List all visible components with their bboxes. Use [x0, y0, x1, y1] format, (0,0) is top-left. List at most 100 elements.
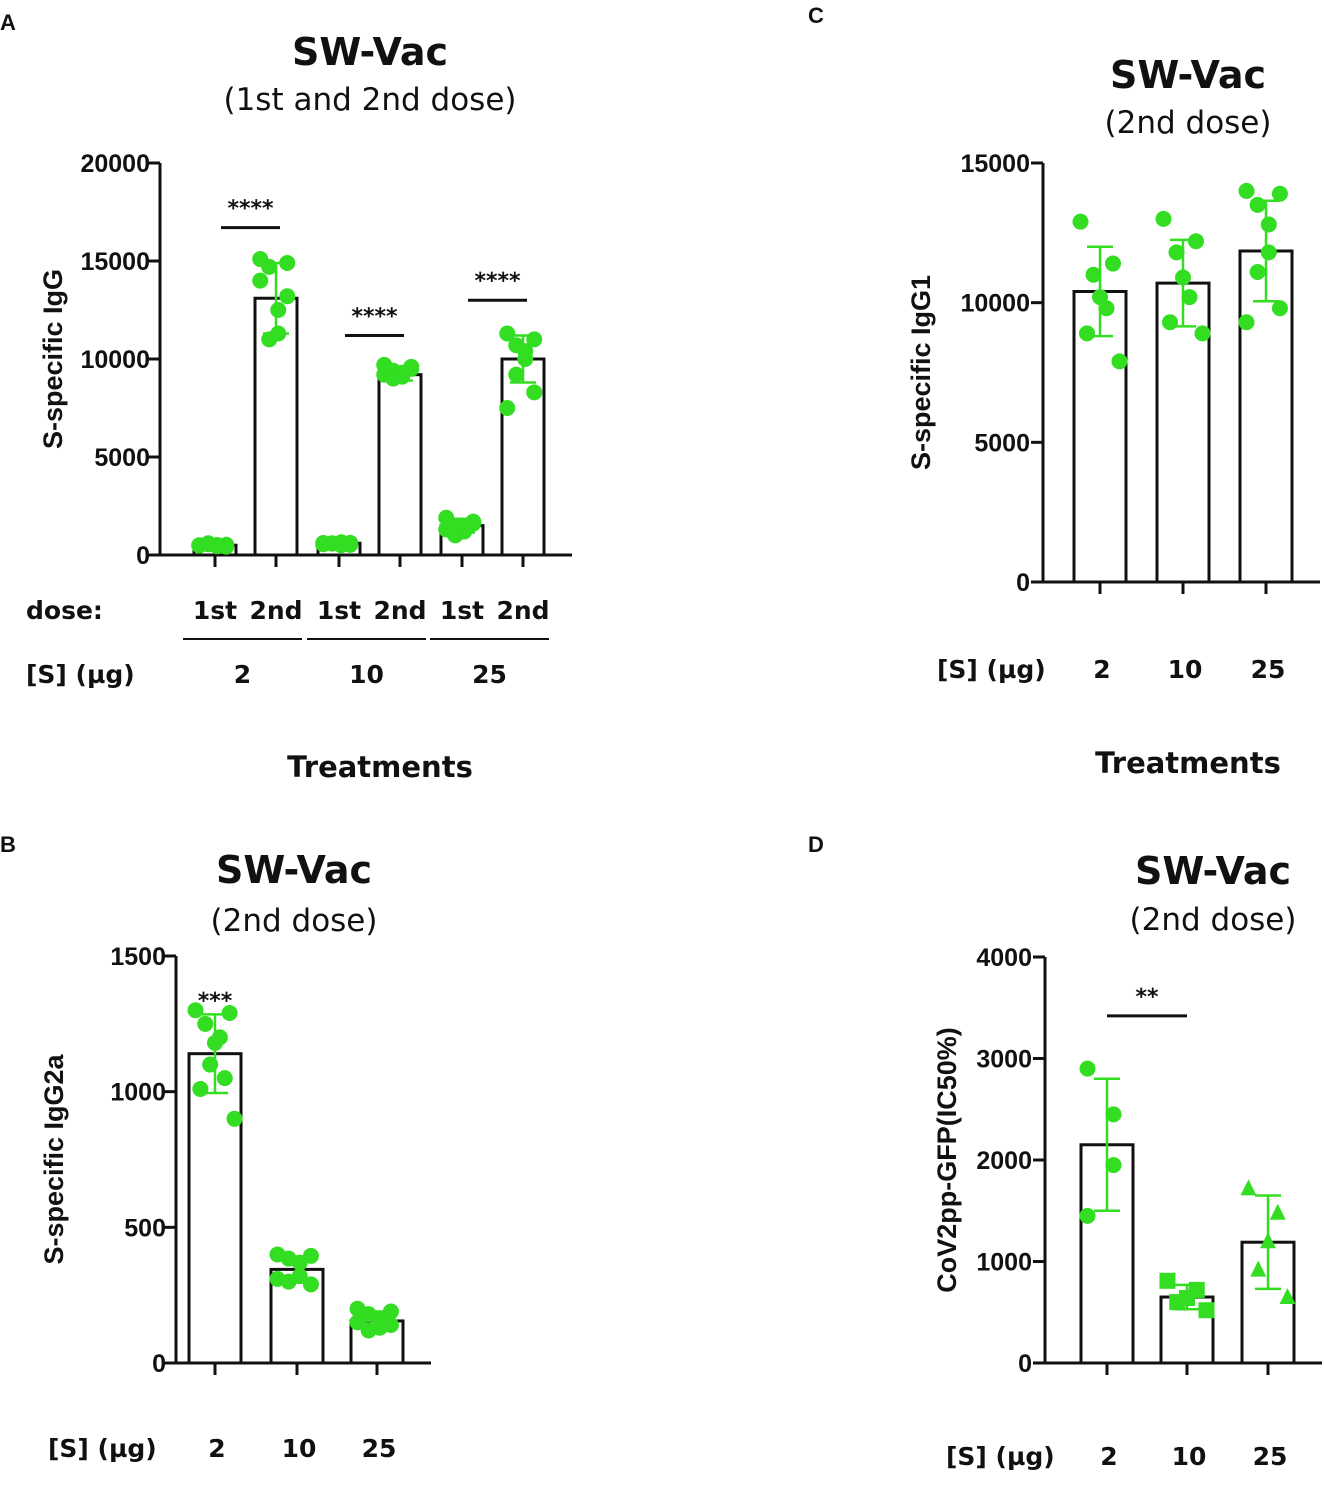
- panel-c-data-point: [1072, 213, 1089, 230]
- panel-a-data-point: [191, 537, 208, 554]
- panel-d-data-point: [1240, 1179, 1257, 1196]
- panel-d-y-tick-label: 0: [1018, 1350, 1032, 1378]
- panel-d-data-point: [1105, 1106, 1122, 1123]
- panel-b-data-point: [382, 1303, 399, 1320]
- panel-d-group-label: [S] (µg): [946, 1442, 1055, 1471]
- panel-b-data-point: [192, 1080, 209, 1097]
- panel-b-data-point: [226, 1110, 243, 1127]
- panel-b-bar: [187, 1052, 243, 1365]
- panel-c-x-tick-label: 10: [1168, 655, 1203, 684]
- panel-b-data-point: [197, 1015, 214, 1032]
- panel-a-data-point: [342, 536, 359, 553]
- panel-c-data-point: [1079, 325, 1095, 342]
- panel-c-data-point: [1188, 233, 1204, 250]
- panel-a-data-point: [270, 302, 287, 318]
- panel-c-data-point: [1085, 266, 1102, 283]
- panel-d-data-point: [1250, 1260, 1267, 1277]
- panel-c-y-tick-label: 0: [1016, 569, 1030, 597]
- panel-b-data-point: [207, 1034, 223, 1051]
- panel-d-data-point: [1105, 1157, 1122, 1174]
- panel-d-y-tick-label: 3000: [976, 1046, 1032, 1074]
- panel-a-group-tick-label: 10: [349, 660, 384, 689]
- panel-a-bar: [377, 373, 423, 557]
- panel-a-dose-tick-label: 2nd: [496, 596, 549, 625]
- panel-c-data-point: [1105, 255, 1121, 272]
- panel-d-title: SW-Vac: [1135, 849, 1291, 893]
- panel-b-y-tick-label: 0: [152, 1350, 166, 1378]
- panel-d-x-tick-label: 25: [1253, 1442, 1288, 1471]
- panel-a-data-point: [508, 366, 525, 383]
- panel-a-dose-tick-label: 1st: [317, 596, 361, 625]
- panel-a-data-point: [517, 351, 534, 367]
- panel-a-data-point: [252, 272, 269, 289]
- panel-b-title: SW-Vac: [216, 848, 372, 892]
- panel-b-subtitle: (2nd dose): [211, 903, 378, 939]
- panel-b-data-point: [382, 1317, 399, 1334]
- panel-c-y-tick-label: 10000: [960, 290, 1030, 318]
- panel-a-y-tick-label: 10000: [80, 346, 150, 374]
- panel-b-data-point: [216, 1070, 233, 1087]
- panel-a-title: SW-Vac: [292, 30, 448, 74]
- panel-a-y-tick-label: 15000: [80, 248, 150, 276]
- panel-c-y-tick-label: 15000: [960, 150, 1030, 178]
- panel-a-data-point: [526, 331, 543, 348]
- panel-d-x-tick-label: 2: [1100, 1442, 1117, 1471]
- panel-a-group-tick-label: 2: [234, 660, 251, 689]
- panel-a-dose-tick-label: 1st: [193, 596, 237, 625]
- panel-a-data-point: [526, 384, 543, 401]
- panel-a-data-point: [261, 258, 278, 275]
- panel-d-letter: D: [808, 832, 824, 857]
- panel-a-dose-tick-label: 2nd: [373, 596, 426, 625]
- panel-b-data-point: [302, 1276, 319, 1293]
- panel-a-y-tick-label: 0: [136, 542, 150, 570]
- panel-a-data-point: [315, 535, 332, 552]
- panel-b-letter: B: [0, 832, 16, 857]
- panel-c-data-point: [1249, 263, 1266, 280]
- panel-c-data-point: [1238, 182, 1255, 199]
- panel-a-group-label: [S] (µg): [26, 660, 135, 689]
- panel-b-data-point: [349, 1314, 366, 1331]
- panel-a-data-point: [279, 288, 296, 305]
- panel-a-dose-tick-label: 1st: [440, 596, 484, 625]
- panel-b-y-tick-label: 1000: [110, 1079, 166, 1107]
- panel-a-data-point: [279, 254, 296, 271]
- panel-d-subtitle: (2nd dose): [1130, 902, 1297, 938]
- panel-d-y-tick-label: 4000: [976, 944, 1032, 972]
- panel-c-data-point: [1260, 216, 1277, 233]
- panel-d-data-point: [1159, 1272, 1176, 1289]
- panel-c-data-point: [1155, 210, 1172, 227]
- panel-c-data-point: [1175, 269, 1191, 286]
- panel-a-data-point: [499, 325, 516, 342]
- panel-a-y-tick-label: 20000: [80, 150, 150, 178]
- panel-a-data-point: [376, 366, 393, 383]
- panel-b-data-point: [291, 1254, 308, 1271]
- panel-c-group-label: [S] (µg): [937, 655, 1046, 684]
- panel-a-letter: A: [0, 10, 16, 35]
- panel-a-significance-label: ****: [474, 269, 521, 294]
- panel-c-data-point: [1249, 196, 1266, 213]
- panel-a-data-point: [499, 400, 516, 416]
- panel-a-data-point: [403, 360, 420, 377]
- panel-c-subtitle: (2nd dose): [1105, 105, 1272, 141]
- panel-c-letter: C: [808, 3, 824, 28]
- panel-c-x-tick-label: 2: [1093, 655, 1110, 684]
- panel-c-title: SW-Vac: [1110, 53, 1266, 97]
- panel-c-data-point: [1181, 289, 1198, 306]
- panel-c-x-tick-label: 25: [1251, 655, 1286, 684]
- panel-a-dose-tick-label: 2nd: [249, 596, 302, 625]
- panel-c-data-point: [1271, 185, 1288, 202]
- panel-c-y-label: S-specific IgG1: [906, 275, 936, 470]
- panel-d-significance-label: **: [1135, 985, 1159, 1010]
- panel-b-data-point: [269, 1270, 286, 1287]
- panel-b-x-tick-label: 10: [282, 1434, 317, 1463]
- panel-a-group-tick-label: 25: [472, 660, 507, 689]
- panel-c-data-point: [1194, 325, 1211, 342]
- panel-d-x-tick-label: 10: [1172, 1442, 1207, 1471]
- panel-b-data-point: [187, 1002, 204, 1019]
- panel-d-data-point: [1279, 1288, 1296, 1305]
- panel-b-y-label: S-specific IgG2a: [39, 1053, 69, 1264]
- panel-c-x-label: Treatments: [1095, 746, 1281, 780]
- panel-d-data-point: [1198, 1302, 1215, 1319]
- panel-c-data-point: [1098, 300, 1115, 317]
- panel-b-significance-label: ***: [198, 989, 233, 1014]
